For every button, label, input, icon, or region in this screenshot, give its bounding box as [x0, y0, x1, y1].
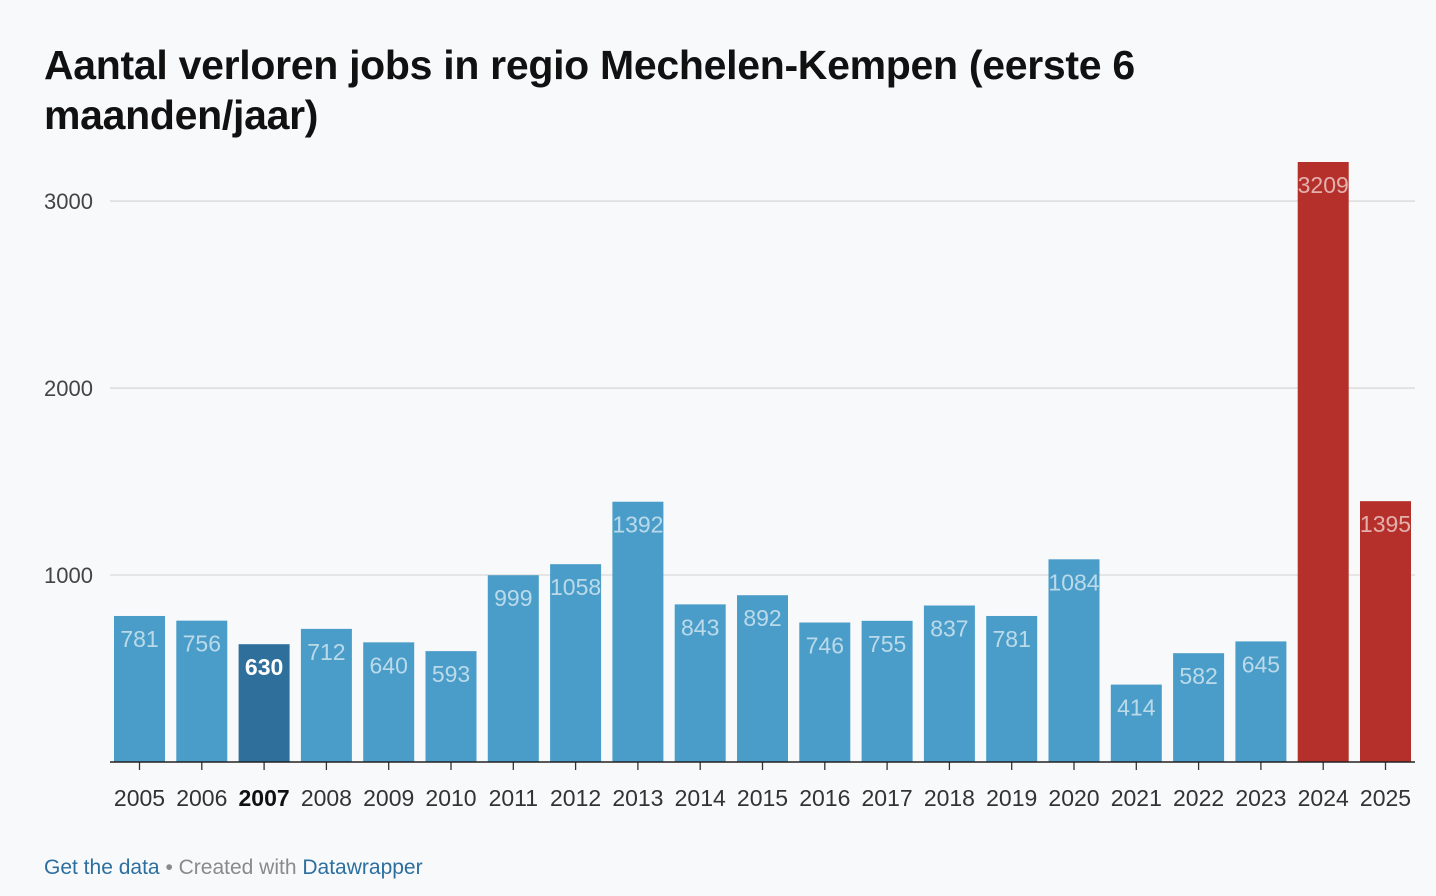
bar-2015[interactable]	[737, 595, 788, 762]
x-tick-label-2005: 2005	[114, 785, 165, 811]
x-tick-label-2013: 2013	[612, 785, 663, 811]
x-tick-label-2022: 2022	[1173, 785, 1224, 811]
x-axis: 2005 2006 2007 2008 2009 2010 2011 2012 2013 2014…	[110, 761, 1415, 811]
y-tick-label: 3000	[44, 189, 93, 214]
data-label-2011: 999	[494, 585, 532, 611]
x-tick-label-2015: 2015	[737, 785, 788, 811]
x-tick-label-2006: 2006	[176, 785, 227, 811]
bar-2013[interactable]	[612, 501, 664, 762]
x-tick-label-2016: 2016	[799, 785, 850, 811]
bar-2023[interactable]	[1235, 641, 1287, 762]
bar-2014[interactable]	[674, 604, 726, 762]
bar-2012[interactable]	[550, 564, 602, 762]
bar-2017[interactable]	[861, 620, 913, 762]
bar-2006[interactable]	[176, 620, 228, 762]
bar-2009[interactable]	[363, 642, 415, 762]
bar-2005[interactable]	[114, 615, 165, 762]
gridlines: 1000 2000 3000	[44, 189, 1415, 588]
bar-2020[interactable]	[1048, 559, 1100, 762]
data-label-2015: 892	[743, 605, 781, 631]
x-tick-label-2014: 2014	[675, 785, 726, 811]
data-label-2007: 630	[245, 654, 283, 680]
x-tick-label-2020: 2020	[1048, 785, 1099, 811]
bar-2025[interactable]	[1360, 501, 1411, 762]
data-label-2020: 1084	[1048, 569, 1099, 595]
y-tick-label: 1000	[44, 563, 93, 588]
y-tick-label: 2000	[44, 376, 93, 401]
x-tick-label-2025: 2025	[1360, 785, 1411, 811]
footer-separator: •	[165, 856, 173, 879]
bar-2008[interactable]	[300, 628, 352, 762]
bar-2016[interactable]	[799, 622, 851, 762]
data-label-2025: 1395	[1360, 511, 1411, 537]
bar-2011[interactable]	[487, 575, 539, 762]
bar-2018[interactable]	[923, 605, 975, 762]
get-data-link[interactable]: Get the data	[44, 856, 160, 879]
x-tick-label-2009: 2009	[363, 785, 414, 811]
x-tick-label-2023: 2023	[1235, 785, 1286, 811]
x-tick-label-2018: 2018	[924, 785, 975, 811]
data-label-2005: 781	[120, 626, 158, 652]
data-label-2013: 1392	[612, 512, 663, 538]
x-tick-label-2007: 2007	[239, 785, 290, 811]
datawrapper-link[interactable]: Datawrapper	[302, 856, 423, 879]
x-tick-label-2012: 2012	[550, 785, 601, 811]
data-label-2008: 712	[307, 639, 345, 665]
data-label-2024: 3209	[1298, 172, 1349, 198]
data-label-2014: 843	[681, 614, 719, 640]
chart-title: Aantal verloren jobs in regio Mechelen-K…	[44, 42, 1135, 138]
data-label-2012: 1058	[550, 574, 601, 600]
bar-2019[interactable]	[986, 615, 1038, 762]
bar-chart: 1000 2000 3000 781 756 630 712 640 593 999 1058 13…	[44, 162, 1415, 811]
bar-2024[interactable]	[1297, 162, 1349, 762]
bar-2022[interactable]	[1173, 653, 1225, 762]
x-tick-label-2017: 2017	[862, 785, 913, 811]
data-label-2019: 781	[993, 626, 1031, 652]
bar-2010[interactable]	[425, 651, 477, 762]
data-label-2022: 582	[1179, 663, 1217, 689]
data-label-2017: 755	[868, 631, 906, 657]
bar-2021[interactable]	[1110, 684, 1162, 762]
x-tick-label-2008: 2008	[301, 785, 352, 811]
footer: Get the data • Created with Datawrapper	[44, 856, 423, 880]
data-label-2018: 837	[930, 616, 968, 642]
x-tick-label-2011: 2011	[489, 785, 538, 811]
data-label-2023: 645	[1242, 651, 1280, 677]
x-tick-label-2021: 2021	[1111, 785, 1162, 811]
bars: 781 756 630 712 640 593 999 1058 1392 843 892 746 75…	[114, 162, 1411, 762]
data-label-2021: 414	[1117, 695, 1156, 721]
data-label-2009: 640	[370, 652, 408, 678]
x-tick-label-2024: 2024	[1298, 785, 1349, 811]
data-label-2016: 746	[806, 633, 844, 659]
x-tick-label-2019: 2019	[986, 785, 1037, 811]
created-with-text: Created with	[178, 856, 297, 879]
x-tick-label-2010: 2010	[425, 785, 476, 811]
data-label-2010: 593	[432, 661, 470, 687]
bar-2007[interactable]	[238, 644, 290, 762]
data-label-2006: 756	[183, 631, 221, 657]
